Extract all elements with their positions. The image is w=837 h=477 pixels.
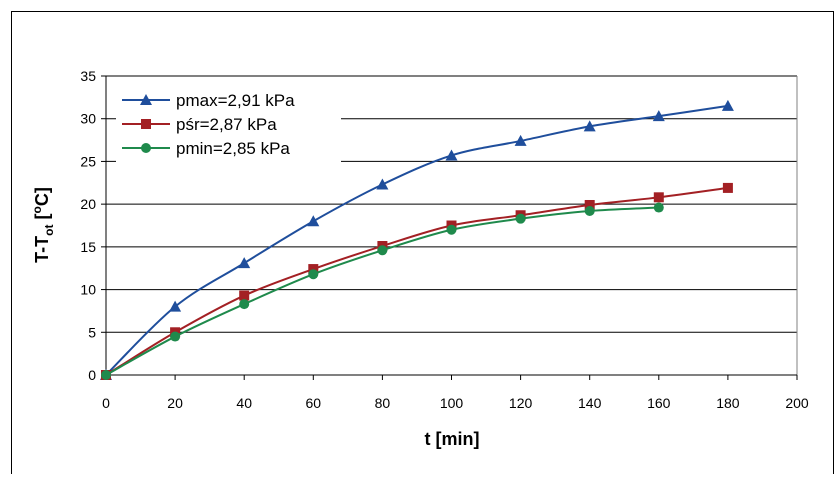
x-tick-label-100: 100 <box>440 395 464 411</box>
data-point-0-9 <box>721 99 734 111</box>
series-line-0 <box>105 104 729 376</box>
legend-marker-1 <box>141 119 151 129</box>
legend-marker-0 <box>140 94 152 105</box>
x-tick-label-0: 0 <box>102 395 110 411</box>
x-tick-label-200: 200 <box>785 395 809 411</box>
series-2 <box>101 202 664 380</box>
data-point-0-5 <box>445 149 458 161</box>
data-point-0-6 <box>514 134 527 146</box>
x-tick-label-160: 160 <box>647 395 671 411</box>
x-tick-label-20: 20 <box>167 395 183 411</box>
x-tick-label-140: 140 <box>578 395 602 411</box>
legend: pmax=2,91 kPa pśr=2,87 kPa pmin=2,85 kPa <box>116 86 341 164</box>
y-tick-label-30: 30 <box>80 111 96 127</box>
y-tick-label-35: 35 <box>80 68 96 84</box>
legend-label-1: pśr=2,87 kPa <box>176 115 277 134</box>
data-point-0-2 <box>238 257 251 269</box>
y-tick-label-25: 25 <box>80 153 96 169</box>
series-line-2 <box>105 206 659 376</box>
x-tick-label-60: 60 <box>306 395 322 411</box>
data-point-2-0 <box>101 370 111 380</box>
y-axis-title-sub: ot <box>42 225 56 236</box>
y-tick-label-5: 5 <box>88 324 96 340</box>
y-axis-title-degree: o <box>30 206 44 213</box>
legend-label-0: pmax=2,91 kPa <box>176 91 295 110</box>
gridlines <box>106 75 798 375</box>
series <box>100 99 734 380</box>
x-axis-title: t [min] <box>425 429 480 449</box>
data-point-0-8 <box>652 110 665 122</box>
data-point-1-3 <box>308 264 319 275</box>
legend-label-2: pmin=2,85 kPa <box>176 139 290 158</box>
data-point-0-1 <box>169 300 182 312</box>
data-point-0-3 <box>307 215 320 227</box>
y-tick-label-15: 15 <box>80 239 96 255</box>
x-tick-label-120: 120 <box>509 395 533 411</box>
x-tick-label-180: 180 <box>716 395 740 411</box>
data-point-2-1 <box>170 331 181 342</box>
data-point-2-2 <box>239 299 250 310</box>
data-point-1-7 <box>584 199 595 210</box>
axes: 0 5 10 15 20 25 30 35 0 20 40 60 80 100 120 140 160 180 20… <box>80 68 808 411</box>
series-1 <box>101 182 733 380</box>
data-point-2-3 <box>308 269 319 280</box>
y-tick-label-0: 0 <box>88 367 96 383</box>
data-point-2-5 <box>446 224 457 235</box>
data-point-1-9 <box>722 182 733 193</box>
series-0 <box>100 99 734 380</box>
series-line-1 <box>105 186 729 376</box>
y-axis-title: T-Tot [oC] <box>30 187 56 263</box>
data-point-1-2 <box>239 290 250 301</box>
data-point-2-8 <box>653 202 664 213</box>
y-tick-label-20: 20 <box>80 196 96 212</box>
y-axis-title-open: [ <box>32 214 52 225</box>
y-axis-title-main: T-T <box>32 236 52 263</box>
data-point-1-8 <box>653 192 664 203</box>
y-axis-title-close: C] <box>32 187 52 206</box>
data-point-2-4 <box>377 245 388 256</box>
data-point-0-7 <box>583 120 596 132</box>
data-point-2-6 <box>515 213 526 224</box>
legend-marker-2 <box>141 143 151 153</box>
data-point-2-7 <box>584 205 595 216</box>
y-tick-label-10: 10 <box>80 282 96 298</box>
x-tick-label-40: 40 <box>236 395 252 411</box>
data-point-0-4 <box>376 178 389 190</box>
x-tick-label-80: 80 <box>375 395 391 411</box>
